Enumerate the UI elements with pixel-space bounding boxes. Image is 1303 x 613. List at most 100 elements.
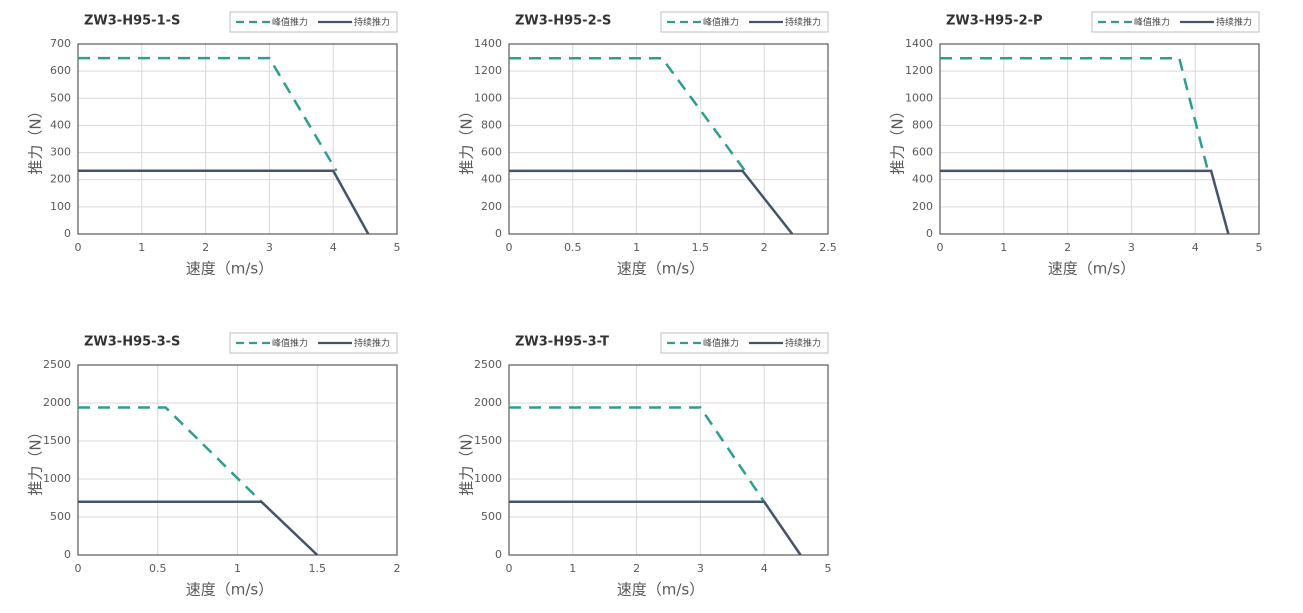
legend-box (660, 11, 829, 33)
x-tick-label: 0 (506, 241, 513, 254)
line-series (509, 169, 794, 235)
y-tick-label: 0 (64, 548, 71, 561)
x-axis-label: 速度（m/s） (1048, 260, 1135, 278)
legend-label: 持续推力 (354, 16, 390, 28)
x-tick-label: 2 (202, 241, 209, 254)
chart: 0 500 1000 1500 2000 2500 0 0.5 1 1.5 2 速度（m/s） 推力（N… (27, 332, 401, 599)
line-series (509, 406, 766, 503)
plot-frame (508, 43, 829, 235)
y-tick-label: 100 (50, 200, 71, 213)
x-tick-label: 0.5 (564, 241, 582, 254)
y-tick-label: 800 (481, 118, 502, 131)
x-tick-label: 0 (937, 241, 944, 254)
x-tick-label: 3 (266, 241, 273, 254)
y-tick-label: 1000 (43, 472, 71, 485)
chart: 0 200 400 600 800 1000 1200 1400 0 1 2 3 4 5 速度（m/s） 推力… (889, 11, 1263, 278)
y-tick-label: 700 (50, 37, 71, 50)
plot-frame (508, 364, 829, 556)
x-tick-label: 0 (75, 241, 82, 254)
line-series (78, 500, 319, 556)
legend-label: 峰值推力 (272, 337, 308, 349)
y-tick-label: 1400 (905, 37, 933, 50)
legend-label: 持续推力 (785, 16, 821, 28)
line-series (509, 500, 802, 556)
x-tick-label: 1 (569, 562, 576, 575)
x-tick-label: 5 (394, 241, 401, 254)
x-tick-label: 5 (1256, 241, 1263, 254)
chart-title: ZW3-H95-3-S (84, 335, 180, 350)
y-axis-label: 推力（N） (27, 103, 45, 174)
y-tick-label: 500 (50, 91, 71, 104)
y-tick-label: 1400 (474, 37, 502, 50)
chart: 0 500 1000 1500 2000 2500 0 1 2 3 4 5 速度（m/s） 推力（N） ZW… (458, 332, 832, 599)
y-tick-label: 800 (912, 118, 933, 131)
x-tick-label: 2.5 (819, 241, 837, 254)
chart-title: ZW3-H95-2-S (515, 14, 611, 29)
line-series (78, 56, 338, 172)
line-series (940, 169, 1230, 235)
y-tick-label: 600 (912, 146, 933, 159)
y-tick-label: 200 (912, 200, 933, 213)
line-series (78, 406, 263, 503)
y-tick-label: 2500 (474, 358, 502, 371)
y-tick-label: 400 (912, 173, 933, 186)
y-axis-label: 推力（N） (27, 424, 45, 495)
x-tick-label: 1 (138, 241, 145, 254)
legend-box (229, 332, 398, 354)
chart: 0 100 200 300 400 500 600 700 0 1 2 3 4 5 速度（m/s） 推力（N）… (27, 11, 401, 278)
y-tick-label: 600 (50, 64, 71, 77)
legend-box (660, 332, 829, 354)
y-tick-label: 500 (481, 510, 502, 523)
y-tick-label: 2000 (43, 396, 71, 409)
y-tick-label: 0 (926, 227, 933, 240)
chart: 0 200 400 600 800 1000 1200 1400 0 0.5 1 1.5 2 2.5 速度（… (458, 11, 837, 278)
plot-frame (939, 43, 1260, 235)
x-tick-label: 0 (75, 562, 82, 575)
x-tick-label: 0 (506, 562, 513, 575)
y-tick-label: 1200 (474, 64, 502, 77)
x-tick-label: 5 (825, 562, 832, 575)
x-axis-label: 速度（m/s） (186, 260, 273, 278)
x-tick-label: 4 (761, 562, 768, 575)
legend-box (1091, 11, 1260, 33)
x-tick-label: 3 (1128, 241, 1135, 254)
line-series (509, 57, 747, 172)
y-tick-label: 1000 (474, 472, 502, 485)
x-tick-label: 2 (1064, 241, 1071, 254)
y-tick-label: 200 (50, 173, 71, 186)
y-tick-label: 2000 (474, 396, 502, 409)
legend-box (229, 11, 398, 33)
x-tick-label: 2 (394, 562, 401, 575)
legend-label: 峰值推力 (703, 337, 739, 349)
x-tick-label: 2 (761, 241, 768, 254)
y-tick-label: 1000 (905, 91, 933, 104)
x-tick-label: 1 (633, 241, 640, 254)
y-tick-label: 0 (495, 548, 502, 561)
y-tick-label: 1500 (43, 434, 71, 447)
plot-frame (77, 364, 398, 556)
y-tick-label: 0 (495, 227, 502, 240)
x-tick-label: 1 (234, 562, 241, 575)
x-axis-label: 速度（m/s） (617, 260, 704, 278)
legend-label: 持续推力 (354, 337, 390, 349)
y-tick-label: 400 (481, 173, 502, 186)
legend-label: 峰值推力 (1134, 16, 1170, 28)
legend-label: 持续推力 (785, 337, 821, 349)
line-series (78, 169, 370, 235)
legend-label: 峰值推力 (703, 16, 739, 28)
legend-label: 峰值推力 (272, 16, 308, 28)
y-axis-label: 推力（N） (889, 103, 907, 174)
x-tick-label: 0.5 (149, 562, 167, 575)
plot-frame (77, 43, 398, 235)
x-axis-label: 速度（m/s） (617, 581, 704, 599)
line-series (940, 57, 1210, 172)
x-tick-label: 1 (1000, 241, 1007, 254)
y-tick-label: 0 (64, 227, 71, 240)
y-tick-label: 1000 (474, 91, 502, 104)
x-tick-label: 2 (633, 562, 640, 575)
y-tick-label: 1200 (905, 64, 933, 77)
y-tick-label: 200 (481, 200, 502, 213)
y-tick-label: 600 (481, 146, 502, 159)
